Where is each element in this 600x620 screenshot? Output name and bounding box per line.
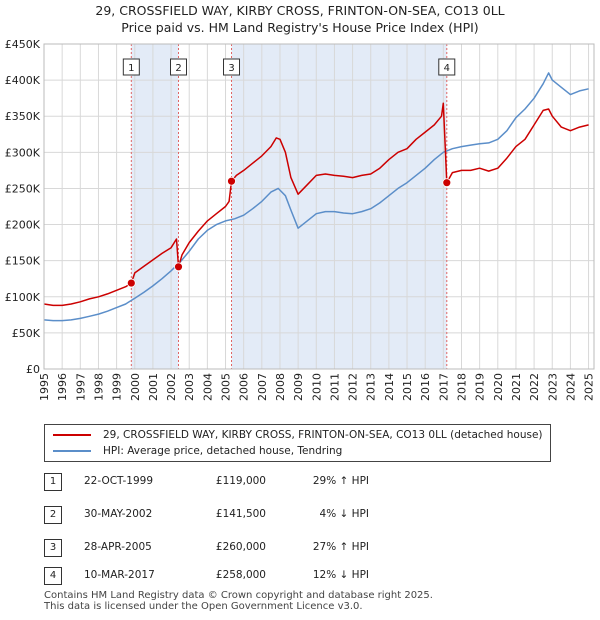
legend-label-hpi: HPI: Average price, detached house, Tend… xyxy=(103,445,343,457)
sale-point xyxy=(442,178,452,188)
sale-number: 2 xyxy=(44,506,62,524)
x-tick-label: 2020 xyxy=(492,373,505,401)
sale-marker-label: 2 xyxy=(175,63,181,74)
sale-number: 1 xyxy=(44,473,62,491)
x-tick-label: 2012 xyxy=(347,373,360,401)
legend: 29, CROSSFIELD WAY, KIRBY CROSS, FRINTON… xyxy=(44,424,551,462)
x-tick-label: 2017 xyxy=(437,373,450,401)
x-tick-label: 2014 xyxy=(383,373,396,401)
legend-item-property: 29, CROSSFIELD WAY, KIRBY CROSS, FRINTON… xyxy=(53,427,543,443)
sale-hpi-diff: 4% ↓ HPI xyxy=(319,508,369,520)
y-tick-label: £300K xyxy=(5,146,41,159)
x-tick-label: 2008 xyxy=(274,373,287,401)
sale-price: £141,500 xyxy=(215,508,266,520)
y-tick-label: £350K xyxy=(5,110,41,123)
hpi-line xyxy=(43,72,589,322)
y-tick-label: £200K xyxy=(5,219,41,232)
y-tick-label: £50K xyxy=(12,327,41,340)
sale-point xyxy=(126,278,136,288)
sale-marker-box xyxy=(438,58,456,76)
x-tick-label: 1996 xyxy=(56,373,69,401)
x-tick-label: 2006 xyxy=(238,373,251,401)
y-tick-label: £400K xyxy=(5,74,41,87)
x-tick-label: 2025 xyxy=(583,373,596,401)
sale-date: 30-MAY-2002 xyxy=(84,508,153,520)
x-tick-label: 2022 xyxy=(528,373,541,401)
sale-marker-label: 4 xyxy=(444,63,450,74)
x-tick-label: 2011 xyxy=(328,373,341,401)
sale-number: 3 xyxy=(44,539,62,557)
footer-copyright: Contains HM Land Registry data © Crown c… xyxy=(44,590,433,601)
sale-date: 28-APR-2005 xyxy=(84,541,152,553)
sale-row: 4 10-MAR-2017 £258,000 12% ↓ HPI xyxy=(44,566,564,586)
x-tick-label: 2010 xyxy=(310,373,323,401)
sale-row: 3 28-APR-2005 £260,000 27% ↑ HPI xyxy=(44,538,564,558)
x-tick-label: 2021 xyxy=(510,373,523,401)
x-tick-label: 2001 xyxy=(147,373,160,401)
x-tick-label: 2015 xyxy=(401,373,414,401)
sale-hpi-diff: 12% ↓ HPI xyxy=(312,569,369,581)
sale-price: £258,000 xyxy=(215,569,266,581)
plot-frame xyxy=(43,43,595,370)
x-tick-label: 2007 xyxy=(256,373,269,401)
x-tick-label: 2023 xyxy=(546,373,559,401)
x-tick-label: 2009 xyxy=(292,373,305,401)
x-tick-label: 1999 xyxy=(111,373,124,401)
x-tick-label: 1998 xyxy=(92,373,105,401)
sale-marker-label: 3 xyxy=(228,63,234,74)
sale-hpi-diff: 27% ↑ HPI xyxy=(312,541,369,553)
y-tick-label: £450K xyxy=(5,38,41,51)
sale-point xyxy=(227,176,236,186)
sale-row: 2 30-MAY-2002 £141,500 4% ↓ HPI xyxy=(44,505,564,525)
x-tick-label: 2003 xyxy=(183,373,196,401)
x-tick-label: 2000 xyxy=(129,373,142,401)
y-tick-label: £0 xyxy=(26,363,40,376)
x-tick-label: 2005 xyxy=(220,373,233,401)
y-tick-label: £100K xyxy=(5,291,41,304)
sale-row: 1 22-OCT-1999 £119,000 29% ↑ HPI xyxy=(44,472,564,492)
sale-hpi-diff: 29% ↑ HPI xyxy=(312,475,369,487)
sale-marker-label: 1 xyxy=(128,63,134,74)
property-price-line xyxy=(43,102,589,307)
legend-swatch-hpi xyxy=(53,450,91,452)
x-tick-label: 2013 xyxy=(365,373,378,401)
sale-marker-box xyxy=(122,58,140,76)
sale-marker-box xyxy=(223,58,241,76)
sale-date: 10-MAR-2017 xyxy=(84,569,155,581)
footer: Contains HM Land Registry data © Crown c… xyxy=(44,590,433,612)
x-tick-label: 2024 xyxy=(564,373,577,401)
x-tick-label: 1997 xyxy=(74,373,87,401)
y-tick-label: £150K xyxy=(5,255,41,268)
sale-price: £119,000 xyxy=(215,475,266,487)
x-tick-label: 2004 xyxy=(201,373,214,401)
sale-number: 4 xyxy=(44,567,62,585)
shaded-ownership-period xyxy=(231,44,447,369)
legend-item-hpi: HPI: Average price, detached house, Tend… xyxy=(53,443,342,459)
x-tick-label: 1995 xyxy=(38,373,51,401)
sale-price: £260,000 xyxy=(215,541,266,553)
chart-title: 29, CROSSFIELD WAY, KIRBY CROSS, FRINTON… xyxy=(95,3,505,18)
footer-licence: This data is licensed under the Open Gov… xyxy=(44,601,363,612)
chart-subtitle: Price paid vs. HM Land Registry's House … xyxy=(121,20,479,35)
x-tick-label: 2018 xyxy=(455,373,468,401)
x-tick-label: 2016 xyxy=(419,373,432,401)
sale-marker-box xyxy=(170,58,188,76)
legend-label-property: 29, CROSSFIELD WAY, KIRBY CROSS, FRINTON… xyxy=(103,429,543,441)
x-tick-label: 2002 xyxy=(165,373,178,401)
price-chart: 1 2 3 4 £0 £50K £100K £150K £200K £250K £300K £350… xyxy=(5,38,596,401)
sale-date: 22-OCT-1999 xyxy=(84,475,153,487)
x-tick-label: 2019 xyxy=(474,373,487,401)
y-tick-label: £250K xyxy=(5,182,41,195)
sale-point xyxy=(174,262,183,272)
legend-swatch-property xyxy=(53,434,91,436)
